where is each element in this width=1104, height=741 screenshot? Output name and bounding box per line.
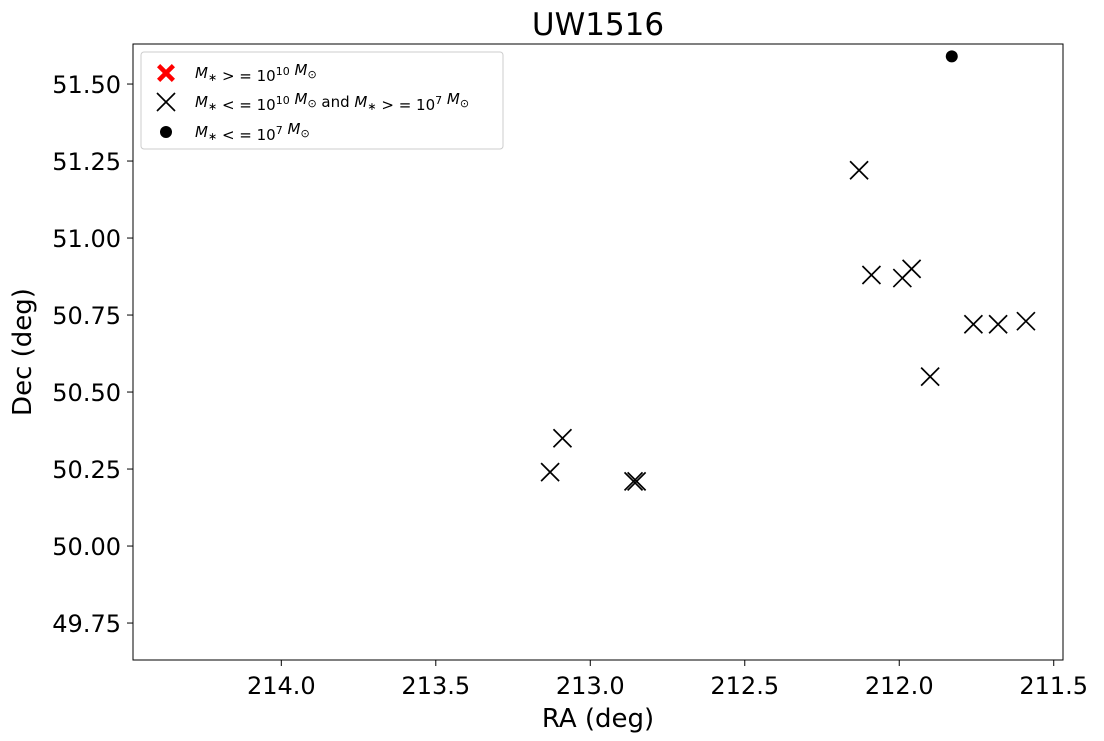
legend: M∗ > = 1010 M⊙ M∗ < = 1010 M⊙ and M∗ > = … [140, 51, 504, 150]
x-axis: 214.0 213.5 213.0 212.5 212.0 211.5 [247, 660, 1088, 700]
y-tick-label: 50.50 [52, 379, 121, 407]
y-tick-label: 51.25 [52, 148, 121, 176]
legend-marker-3 [160, 126, 172, 138]
data-point-x [988, 314, 1008, 334]
y-tick-label: 49.75 [52, 610, 121, 638]
y-tick-label: 51.50 [52, 71, 121, 99]
data-point-x [963, 314, 983, 334]
x-tick-label: 213.5 [401, 672, 470, 700]
y-axis: 49.75 50.00 50.25 50.50 50.75 51.00 51.25 51.50 [52, 71, 133, 638]
y-axis-title: Dec (deg) [8, 288, 38, 416]
y-tick-label: 50.25 [52, 456, 121, 484]
data-point-x [849, 160, 869, 180]
x-tick-label: 212.0 [865, 672, 934, 700]
legend-marker-2 [156, 92, 176, 112]
data-point-x [623, 471, 644, 491]
legend-box [140, 51, 504, 150]
x-tick-label: 214.0 [247, 672, 316, 700]
data-point-x [920, 367, 940, 387]
y-tick-label: 51.00 [52, 225, 121, 253]
data-markers [540, 50, 1036, 491]
x-tick-label: 211.5 [1019, 672, 1088, 700]
y-tick-label: 50.00 [52, 533, 121, 561]
data-point-x [552, 428, 573, 448]
data-point-x [861, 265, 882, 285]
x-tick-label: 213.0 [556, 672, 625, 700]
plot-area [132, 43, 1064, 661]
legend-label-1: M∗ > = 1010 M⊙ [195, 61, 317, 85]
data-point-x [627, 471, 647, 491]
data-point-x [1016, 311, 1036, 331]
x-axis-title: RA (deg) [542, 704, 654, 734]
y-tick-label: 50.75 [52, 302, 121, 330]
legend-label-3: M∗ < = 107 M⊙ [195, 120, 310, 144]
legend-label-2: M∗ < = 1010 M⊙ and M∗ > = 107 M⊙ [195, 90, 469, 114]
legend-marker-1 [157, 64, 175, 82]
chart-title: UW1516 [532, 7, 664, 43]
x-tick-label: 212.5 [710, 672, 779, 700]
data-point-dot [945, 50, 958, 63]
data-point-x [540, 462, 560, 482]
data-point-x [902, 259, 922, 279]
